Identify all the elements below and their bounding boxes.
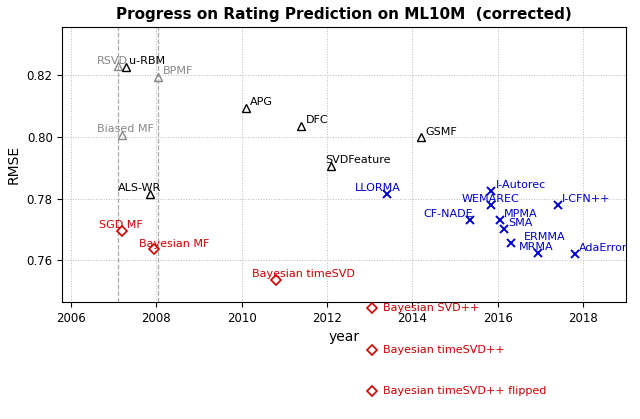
Text: WEMAREC: WEMAREC	[461, 194, 519, 204]
Y-axis label: RMSE: RMSE	[7, 145, 21, 184]
Text: RSVD: RSVD	[97, 56, 127, 65]
Text: BPMF: BPMF	[163, 66, 193, 76]
Text: SVDFeature: SVDFeature	[325, 155, 390, 165]
Text: DFC: DFC	[306, 115, 328, 125]
Text: Bayesian timeSVD++ flipped: Bayesian timeSVD++ flipped	[383, 386, 546, 396]
Text: LLORMA: LLORMA	[355, 183, 401, 193]
Text: SGD MF: SGD MF	[99, 220, 142, 230]
Text: u-RBM: u-RBM	[129, 57, 166, 67]
Text: Bayesian MF: Bayesian MF	[139, 238, 209, 248]
Text: Bayesian timeSVD++: Bayesian timeSVD++	[383, 345, 504, 355]
Text: MPMA: MPMA	[504, 209, 538, 219]
Text: I-CFN++: I-CFN++	[562, 194, 611, 204]
Text: Bayesian timeSVD: Bayesian timeSVD	[252, 269, 355, 279]
Text: AdaError: AdaError	[579, 243, 627, 253]
Text: I-Autorec: I-Autorec	[495, 180, 546, 190]
Text: CF-NADE: CF-NADE	[423, 209, 473, 219]
Text: SMA: SMA	[509, 218, 533, 228]
Text: Bayesian SVD++: Bayesian SVD++	[383, 303, 479, 313]
Text: APG: APG	[250, 97, 273, 106]
Title: Progress on Rating Prediction on ML10M  (corrected): Progress on Rating Prediction on ML10M (…	[116, 7, 572, 22]
Text: GSMF: GSMF	[425, 127, 457, 137]
X-axis label: year: year	[328, 330, 360, 344]
Text: Biased MF: Biased MF	[97, 124, 154, 134]
Text: ALS-WR: ALS-WR	[118, 183, 161, 193]
Text: ERMMA: ERMMA	[524, 233, 565, 242]
Text: MRMA: MRMA	[519, 242, 554, 252]
